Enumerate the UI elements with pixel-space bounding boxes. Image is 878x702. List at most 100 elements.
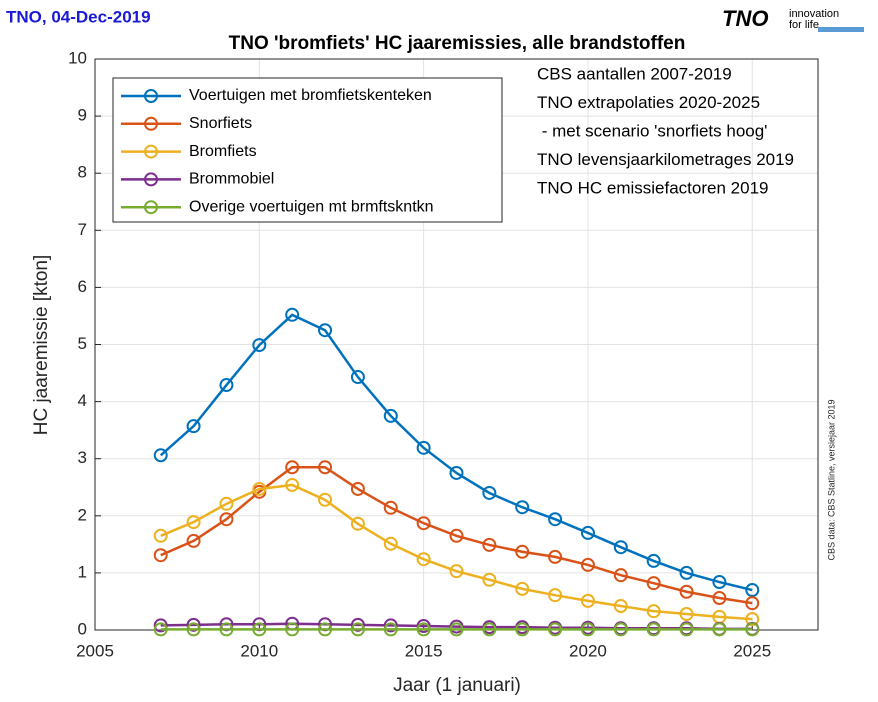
marker xyxy=(153,528,168,543)
marker xyxy=(712,575,727,590)
marker xyxy=(416,622,431,637)
marker xyxy=(153,548,168,563)
legend-label: Overige voertuigen mt brmftskntkn xyxy=(189,198,434,215)
annotation: TNO extrapolaties 2020-2025 xyxy=(537,93,760,112)
marker xyxy=(350,516,365,531)
marker xyxy=(153,448,168,463)
marker xyxy=(515,581,530,596)
marker xyxy=(186,515,201,530)
marker xyxy=(318,323,333,338)
marker xyxy=(186,617,201,632)
marker xyxy=(580,593,595,608)
y-tick-label: 5 xyxy=(78,334,87,353)
marker xyxy=(745,583,760,598)
legend-marker xyxy=(144,172,158,187)
marker xyxy=(416,552,431,567)
chart-title: TNO 'bromfiets' HC jaaremissies, alle br… xyxy=(229,33,686,54)
marker xyxy=(580,557,595,572)
marker xyxy=(416,440,431,455)
marker xyxy=(285,477,300,492)
annotation: TNO levensjaarkilometrages 2019 xyxy=(537,150,794,169)
y-tick-label: 8 xyxy=(78,163,87,182)
marker xyxy=(745,596,760,611)
marker xyxy=(548,622,563,637)
marker xyxy=(580,525,595,540)
y-tick-label: 7 xyxy=(78,220,87,239)
marker xyxy=(613,540,628,555)
marker xyxy=(449,564,464,579)
marker xyxy=(219,496,234,511)
marker xyxy=(712,591,727,606)
marker xyxy=(383,536,398,551)
y-tick-label: 9 xyxy=(78,106,87,125)
marker xyxy=(646,553,661,568)
marker xyxy=(383,500,398,515)
marker xyxy=(350,617,365,632)
marker xyxy=(646,622,661,637)
marker xyxy=(318,492,333,507)
marker xyxy=(219,512,234,527)
marker xyxy=(679,565,694,580)
marker xyxy=(712,622,727,637)
logo-tagline: innovation xyxy=(789,8,839,20)
x-axis-label: Jaar (1 januari) xyxy=(393,675,521,696)
x-tick-label: 2025 xyxy=(733,641,771,660)
series-line xyxy=(160,466,753,605)
legend-marker xyxy=(144,89,158,103)
marker xyxy=(186,533,201,548)
x-tick-label: 2015 xyxy=(405,641,443,660)
y-tick-label: 2 xyxy=(78,505,87,524)
marker xyxy=(482,622,497,637)
marker xyxy=(285,460,300,475)
marker xyxy=(350,370,365,385)
series-line xyxy=(159,313,753,592)
y-tick-label: 1 xyxy=(78,562,87,581)
annotation: CBS aantallen 2007-2019 xyxy=(537,64,732,83)
marker xyxy=(318,622,333,637)
marker xyxy=(679,584,694,599)
legend-label: Brommobiel xyxy=(189,171,274,188)
marker xyxy=(449,528,464,543)
marker xyxy=(548,549,563,564)
marker xyxy=(350,481,365,496)
y-tick-label: 10 xyxy=(68,48,87,67)
legend-label: Voertuigen met bromfietskenteken xyxy=(189,87,432,104)
y-tick-label: 3 xyxy=(78,448,87,467)
marker xyxy=(646,604,661,619)
marker xyxy=(219,378,234,393)
marker xyxy=(383,618,398,633)
x-tick-label: 2005 xyxy=(76,641,114,660)
marker xyxy=(416,516,431,531)
marker xyxy=(449,622,464,637)
source-note: CBS data: CBS Statline, versiejaar 2019 xyxy=(826,399,836,560)
legend-marker xyxy=(144,144,158,159)
marker xyxy=(613,599,628,614)
marker xyxy=(285,307,300,322)
marker xyxy=(745,612,760,627)
y-tick-label: 4 xyxy=(78,391,87,410)
marker xyxy=(679,607,694,622)
marker xyxy=(383,622,398,637)
marker xyxy=(252,338,267,353)
legend-marker xyxy=(144,116,158,131)
annotation: - met scenario 'snorfiets hoog' xyxy=(537,121,767,140)
marker xyxy=(515,500,530,515)
logo-bar xyxy=(818,27,864,32)
marker xyxy=(613,622,628,637)
marker xyxy=(482,537,497,552)
marker xyxy=(548,512,563,527)
marker xyxy=(252,622,267,637)
marker xyxy=(646,576,661,591)
annotation: TNO HC emissiefactoren 2019 xyxy=(537,178,768,197)
marker xyxy=(482,572,497,587)
marker xyxy=(548,588,563,603)
y-tick-label: 6 xyxy=(78,277,87,296)
legend-label: Bromfiets xyxy=(189,143,257,160)
y-axis-label: HC jaaremissie [kton] xyxy=(31,255,52,436)
marker xyxy=(515,622,530,637)
legend-label: Snorfiets xyxy=(189,115,252,132)
marker xyxy=(383,408,398,423)
marker xyxy=(186,419,201,434)
legend-box xyxy=(112,77,503,223)
